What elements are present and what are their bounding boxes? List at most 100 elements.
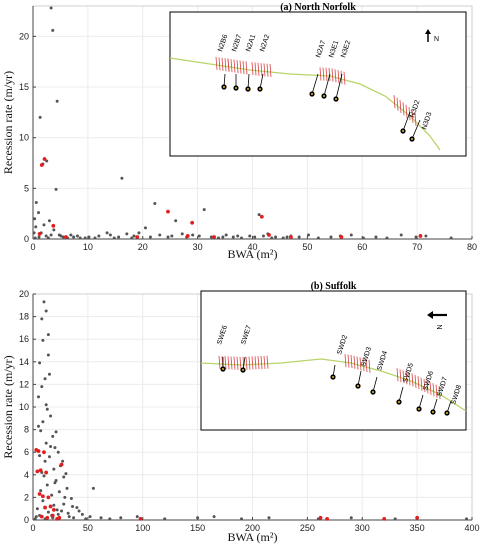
transect-line	[396, 368, 399, 382]
transect-line	[362, 358, 365, 372]
x-tick-label: 30	[193, 242, 203, 252]
grey-data-point	[34, 515, 38, 519]
grey-data-point	[42, 300, 46, 304]
transect-line	[343, 71, 346, 85]
transect-line	[233, 59, 236, 73]
grey-data-point	[93, 236, 97, 240]
transect-line	[337, 70, 340, 84]
transect-line	[402, 102, 405, 116]
transect-line	[350, 354, 353, 369]
red-data-point	[39, 163, 44, 167]
grey-data-point	[57, 490, 61, 494]
grey-data-point	[49, 414, 53, 418]
grey-data-point	[67, 515, 71, 519]
grey-data-point	[125, 232, 129, 236]
grey-data-point	[56, 512, 60, 516]
x-axis-label: BWA (m²)	[228, 530, 278, 544]
transect-line	[414, 112, 417, 127]
transect-line	[411, 373, 414, 387]
y-tick-label: 10	[19, 402, 29, 412]
grey-data-point	[38, 115, 42, 119]
grey-data-point	[56, 450, 60, 454]
y-tick-label: 0	[24, 234, 29, 244]
site-marker-center	[222, 368, 224, 370]
grey-data-point	[297, 235, 301, 239]
red-data-point	[44, 470, 49, 475]
transect-line	[257, 62, 260, 76]
grey-data-point	[64, 472, 68, 476]
transect-line	[248, 356, 251, 370]
transect-line	[215, 56, 218, 70]
transect-line	[426, 380, 429, 394]
transect-line	[423, 379, 426, 393]
grey-data-point	[52, 228, 56, 232]
x-axis-label: BWA (m²)	[228, 247, 278, 261]
transect-line	[429, 381, 432, 395]
grey-data-point	[137, 231, 141, 235]
transect-line	[331, 68, 334, 82]
grey-data-point	[261, 234, 265, 238]
red-data-point	[38, 468, 43, 473]
grey-data-point	[53, 481, 57, 485]
x-tick-label: 70	[412, 242, 422, 252]
site-marker-center	[247, 88, 249, 90]
transect-line	[230, 59, 233, 73]
x-tick-label: 80	[467, 242, 477, 252]
transect-line	[239, 60, 242, 74]
grey-data-point	[163, 517, 167, 521]
grey-data-point	[224, 233, 228, 237]
leader-line	[311, 73, 319, 95]
grey-data-point	[385, 236, 389, 240]
y-tick-label: 2	[24, 492, 29, 502]
transect-line	[242, 60, 245, 74]
grey-data-point	[62, 502, 66, 506]
grey-data-point	[166, 235, 170, 239]
y-tick-label: 16	[19, 334, 29, 344]
grey-data-point	[40, 317, 44, 321]
inset-title: (b) Suffolk	[311, 281, 357, 292]
grey-data-point	[54, 478, 58, 482]
site-marker-center	[335, 98, 337, 100]
y-tick-label: 20	[19, 289, 29, 299]
grey-data-point	[72, 516, 76, 520]
transect-line	[325, 67, 328, 81]
y-axis-label: Recession rate (m/yr)	[1, 71, 15, 174]
transect-line	[399, 99, 402, 114]
x-tick-label: 10	[83, 242, 93, 252]
y-tick-label: 20	[19, 31, 29, 41]
site-marker-center	[411, 138, 413, 140]
grey-data-point	[274, 235, 278, 239]
site-marker-center	[332, 376, 334, 378]
grey-data-point	[69, 233, 73, 237]
y-tick-label: 15	[19, 82, 29, 92]
north-label: N	[434, 36, 439, 43]
y-tick-label: 14	[19, 357, 29, 367]
grey-data-point	[349, 516, 353, 520]
y-tick-label: 8	[24, 425, 29, 435]
grey-data-point	[414, 235, 418, 239]
transect-line	[254, 62, 257, 76]
leader-line	[335, 73, 343, 100]
north-arrow-head-icon	[425, 29, 431, 34]
x-tick-label: 40	[247, 242, 257, 252]
grey-data-point	[51, 434, 55, 438]
red-data-point	[40, 494, 45, 499]
red-data-point	[35, 469, 40, 474]
grey-data-point	[43, 459, 47, 463]
grey-data-point	[49, 6, 53, 10]
grey-data-point	[120, 176, 124, 180]
transect-line	[399, 369, 402, 383]
grey-data-point	[248, 234, 252, 238]
x-tick-label: 50	[302, 242, 312, 252]
grey-data-point	[393, 517, 397, 521]
y-axis-label: Recession rate (m/yr)	[1, 355, 15, 458]
site-marker-center	[418, 408, 420, 410]
red-data-point	[318, 515, 323, 520]
grey-data-point	[202, 208, 206, 212]
red-data-point	[64, 235, 68, 239]
transect-line	[266, 63, 269, 77]
grey-data-point	[80, 512, 84, 516]
y-tick-label: 12	[19, 379, 29, 389]
red-data-point	[48, 504, 53, 509]
